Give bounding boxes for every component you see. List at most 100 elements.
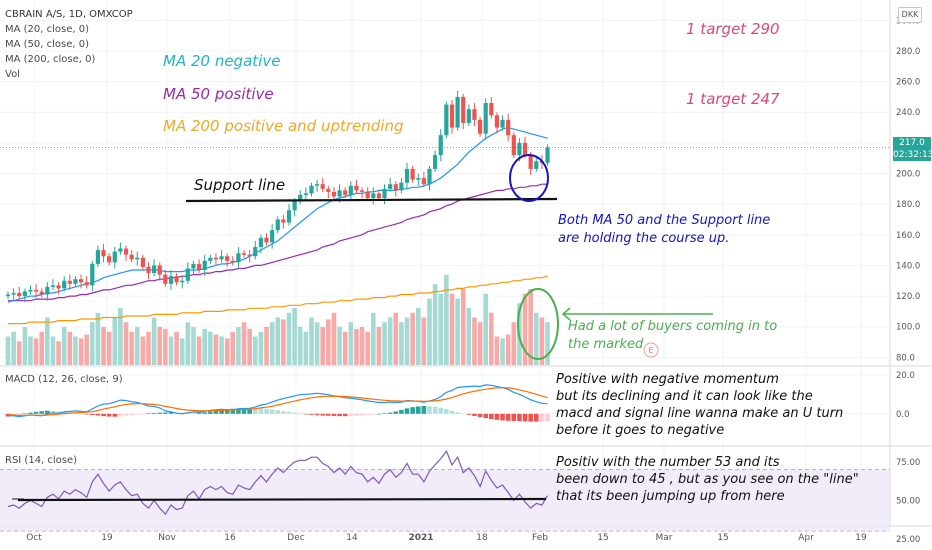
candle-body (365, 191, 370, 199)
volume-bar (219, 336, 224, 365)
macd-hist-bar (517, 413, 522, 422)
volume-bar (5, 336, 11, 365)
volume-bar (241, 322, 247, 365)
macd-hist-bar (118, 413, 123, 417)
macd-hist-bar (500, 413, 505, 421)
candle-body (506, 119, 511, 136)
macd-hist-bar (438, 407, 444, 414)
note-macd-line4: before it goes to negative (556, 423, 725, 438)
x-tick-label: 19 (101, 533, 113, 543)
candle-body (101, 250, 106, 257)
candle-body (382, 188, 387, 199)
volume-bar (331, 312, 337, 365)
rsi-line (7, 449, 549, 516)
candle-body (129, 254, 134, 260)
volume-bar (101, 327, 106, 365)
candle-body (433, 155, 438, 169)
earnings-icon-circle (643, 342, 659, 358)
candle-body (511, 135, 516, 156)
candle-body (270, 230, 275, 243)
blue-circle-marker (509, 154, 549, 202)
candle-body (219, 256, 224, 260)
volume-bar (196, 336, 202, 365)
note-rsi-line1: Positiv with the number 53 and its (556, 455, 780, 470)
volume-bar (247, 328, 252, 365)
volume-bar (146, 331, 151, 365)
note-ma200: MA 200 positive and uptrending (163, 117, 404, 135)
last-price-tag: 217.0 (893, 137, 931, 149)
volume-bar (472, 317, 477, 365)
volume-bar (106, 331, 112, 365)
candle-body (286, 210, 292, 223)
rsi-tick-label: 25.00 (896, 535, 920, 545)
candle-body (281, 219, 286, 223)
currency-badge[interactable]: DKK (898, 7, 922, 23)
note-holding-line2: are holding the course up. (558, 231, 730, 246)
note-support-line: Support line (194, 176, 286, 194)
macd-hist-bar (168, 412, 174, 414)
note-holding-line1: Both MA 50 and the Support line (558, 213, 771, 228)
price-tick-label: 280.0 (896, 47, 920, 57)
volume-bar (202, 328, 207, 365)
volume-bar (22, 327, 28, 365)
volume-bars (5, 274, 550, 365)
candle-body (225, 256, 230, 261)
legend-ma20[interactable]: MA (20, close, 0) (5, 24, 90, 35)
x-tick-label: Dec (287, 533, 304, 543)
symbol-title[interactable]: CBRAIN A/S, 1D, OMXCOP (5, 9, 133, 20)
candle-body (545, 147, 550, 163)
candle-body (112, 251, 117, 263)
volume-bar (522, 293, 528, 365)
candle-body (22, 291, 27, 297)
volume-bar (494, 336, 500, 365)
volume-bar (438, 293, 444, 365)
candle-body (444, 104, 449, 136)
note-target-290: 1 target 290 (686, 20, 780, 38)
volume-bar (140, 336, 146, 365)
macd-hist-bar (371, 413, 376, 415)
macd-hist-bar (269, 409, 275, 414)
candle-body (163, 274, 168, 284)
legend-ma50[interactable]: MA (50, close, 0) (5, 39, 90, 50)
volume-bar (432, 284, 438, 365)
volume-bar (511, 322, 517, 365)
candle-body (107, 256, 112, 263)
candle-body (393, 184, 398, 191)
macd-legend[interactable]: MACD (12, 26, close, 9) (5, 374, 123, 385)
note-rsi: Positiv with the number 53 and its been … (556, 454, 859, 505)
candle-body (337, 190, 342, 197)
candle-body (326, 188, 331, 192)
macd-hist-bar (157, 412, 163, 414)
macd-hist-bar (505, 413, 511, 421)
macd-hist-bar (78, 413, 84, 415)
volume-bar (477, 322, 483, 365)
volume-bar (314, 322, 320, 365)
candle-body (472, 109, 477, 120)
legend-ma200[interactable]: MA (200, close, 0) (5, 54, 96, 65)
volume-bar (292, 308, 297, 365)
note-macd: Positive with negative momentum but its … (556, 371, 843, 439)
macd-hist-bar (286, 411, 292, 414)
macd-hist-bar (348, 413, 354, 416)
macd-hist-bar (337, 413, 342, 417)
x-tick-label: 14 (346, 533, 358, 543)
price-tick-label: 160.0 (896, 231, 920, 241)
earnings-icon-glyph: E (648, 346, 653, 355)
macd-hist-bar (376, 413, 382, 415)
macd-hist-bar (196, 412, 202, 414)
macd-hist-bar (112, 413, 118, 417)
macd-hist-bar (213, 410, 219, 414)
volume-bar (297, 327, 303, 365)
legend-vol[interactable]: Vol (5, 69, 20, 80)
x-tick-label: 15 (597, 533, 608, 543)
volume-bar (359, 327, 365, 365)
x-tick-label: 18 (476, 533, 488, 543)
candles (5, 90, 550, 303)
candle-body (410, 168, 415, 180)
rsi-legend[interactable]: RSI (14, close) (5, 455, 78, 466)
volume-bar (444, 274, 449, 365)
candle-body (528, 155, 533, 169)
candle-body (477, 119, 483, 134)
volume-bar (399, 322, 404, 365)
